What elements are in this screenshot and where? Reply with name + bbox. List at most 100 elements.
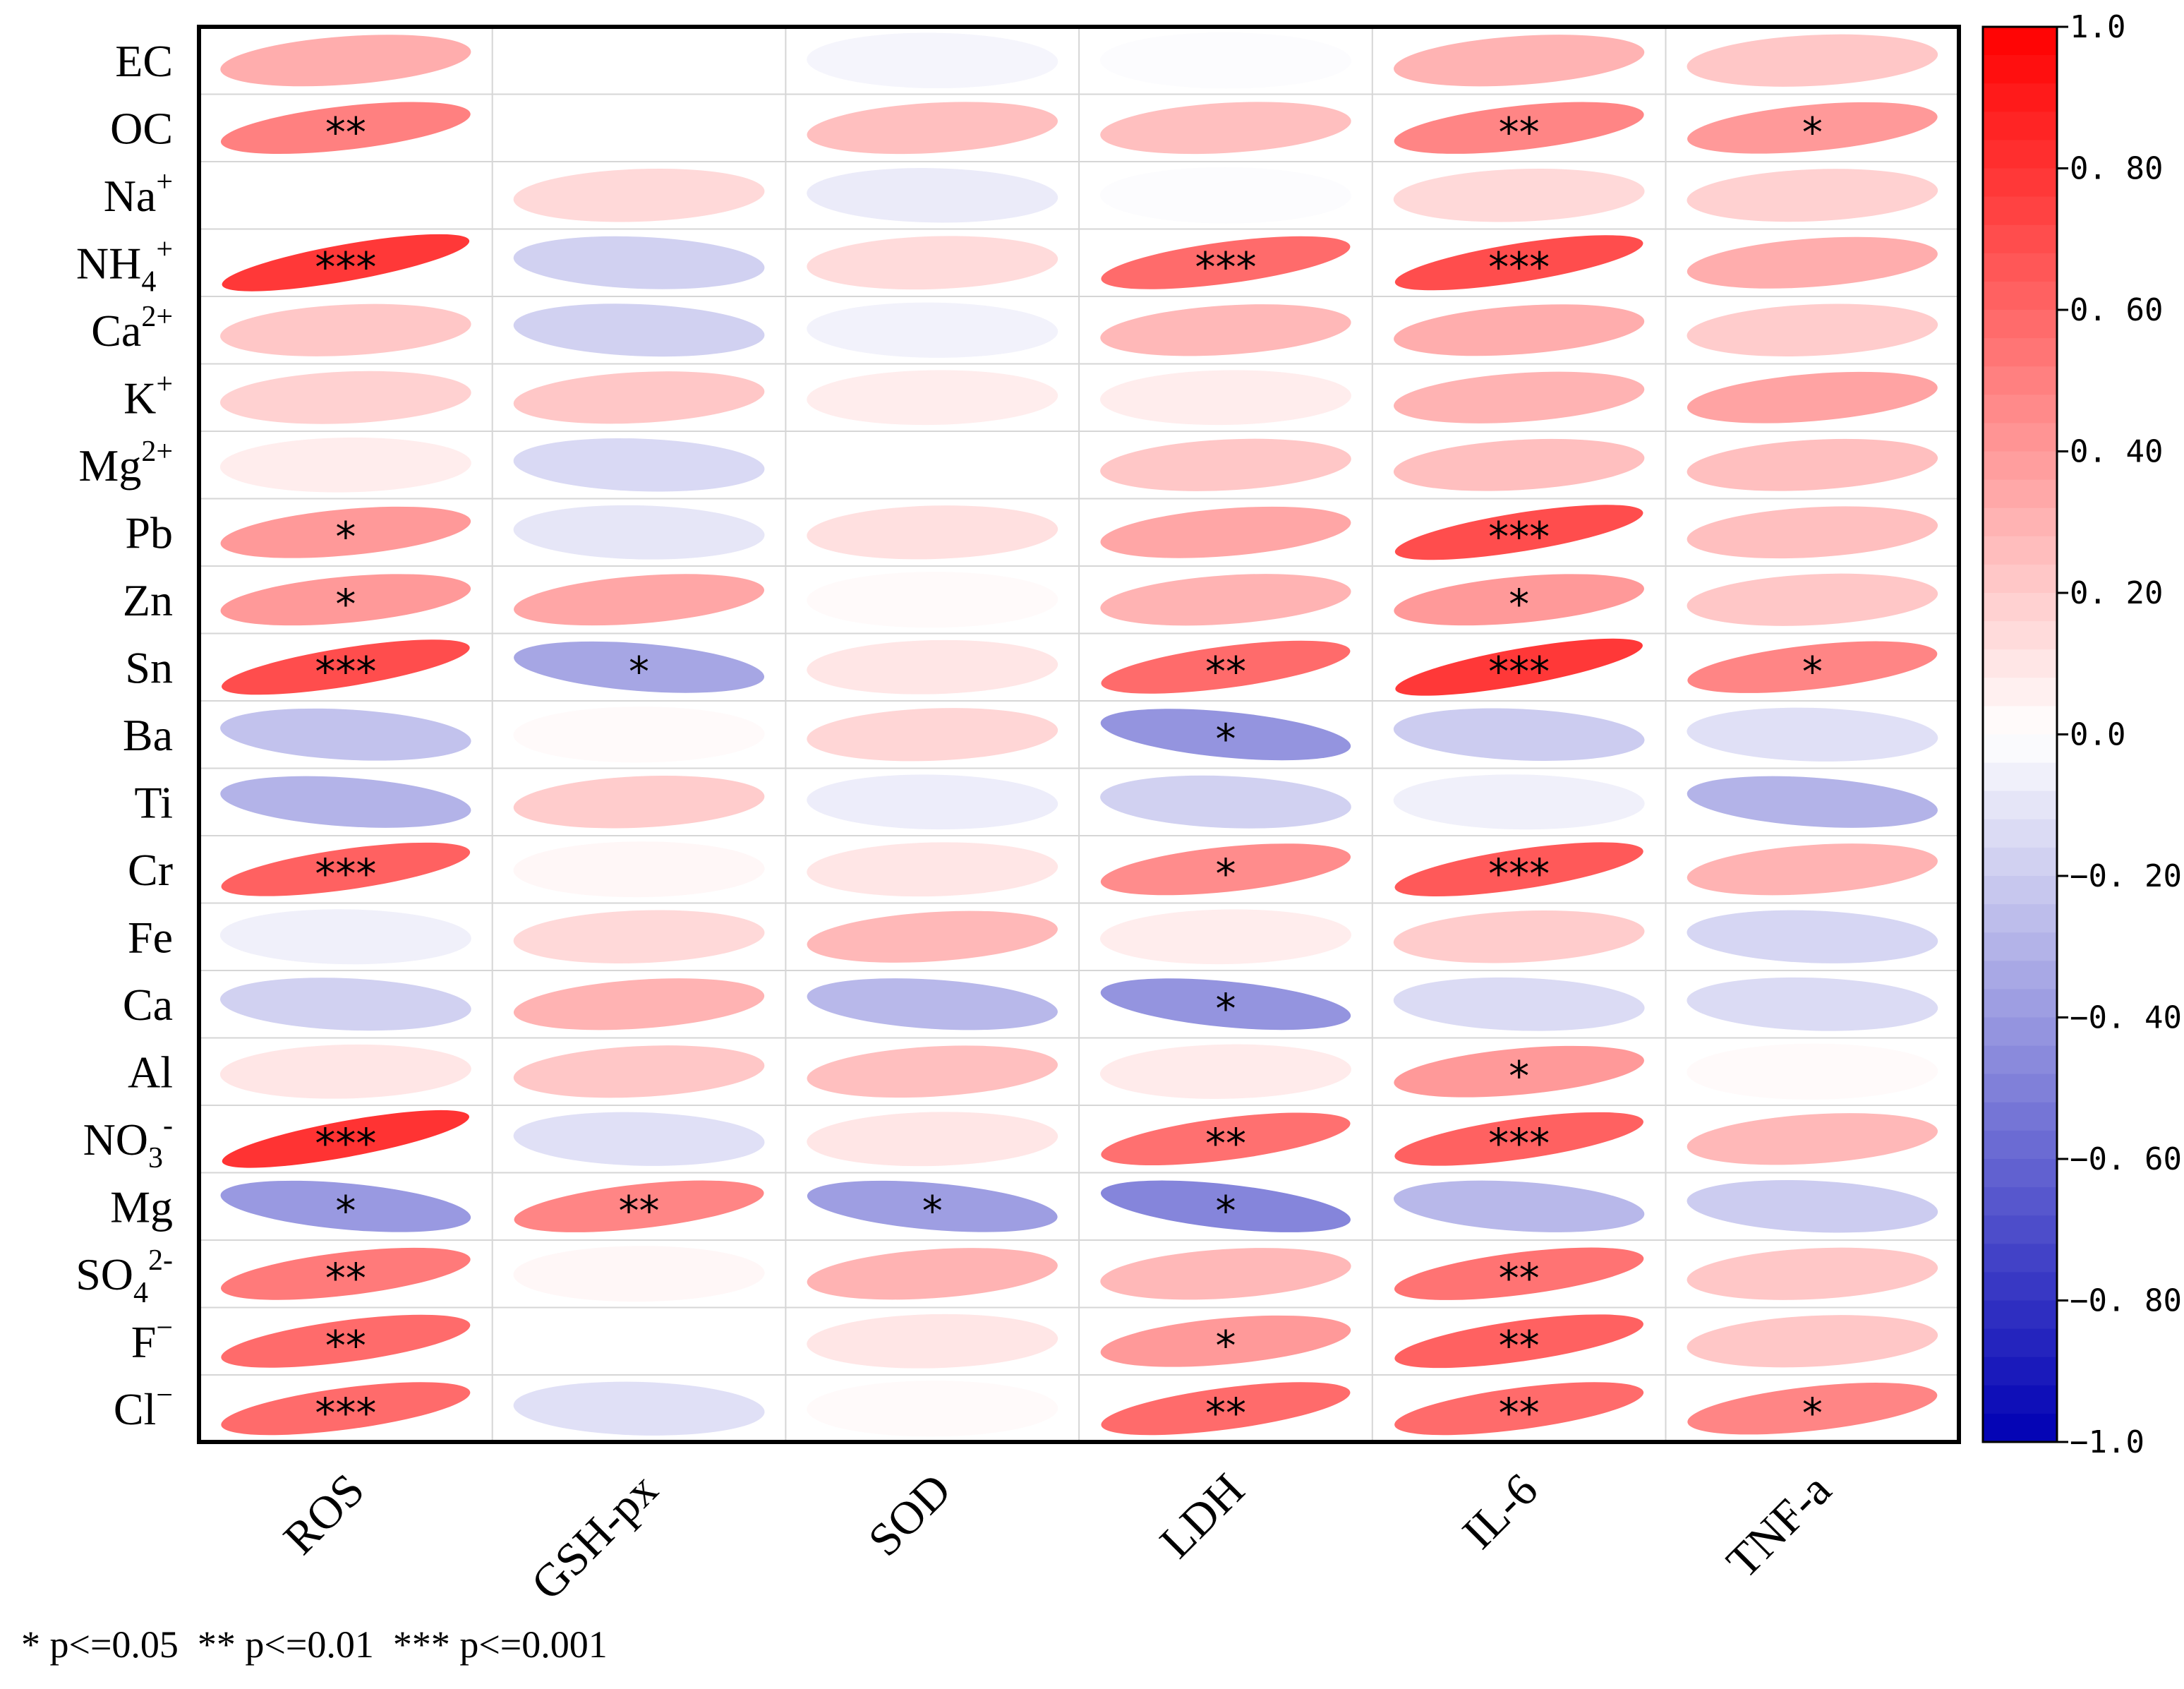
colorbar-step [1983, 140, 2057, 169]
correlation-ellipse [1687, 1383, 1938, 1435]
correlation-ellipse [1687, 641, 1938, 693]
correlation-ellipse [513, 1381, 765, 1436]
correlation-ellipse [513, 1045, 765, 1098]
significance-mark: *** [1488, 243, 1550, 291]
significance-mark: *** [315, 1119, 376, 1167]
correlation-ellipse [1100, 1180, 1351, 1232]
correlation-ellipse [1687, 776, 1938, 828]
correlation-ellipse [221, 1247, 471, 1300]
colorbar-step [1983, 338, 2057, 368]
significance-note: * p<=0.05 ** p<=0.01 *** p<=0.001 [21, 1623, 608, 1666]
colorbar-step [1983, 1300, 2057, 1330]
significance-mark: * [335, 1186, 356, 1234]
correlation-ellipse [513, 32, 765, 89]
correlation-ellipse [1099, 32, 1351, 89]
correlation-ellipse [222, 234, 470, 291]
colorbar-tick-label: −0. 20 [2070, 858, 2182, 894]
colorbar-step [1983, 55, 2057, 85]
correlation-ellipse [1687, 843, 1938, 896]
correlation-ellipse [1687, 236, 1938, 289]
colorbar-tick-label: 0. 40 [2070, 434, 2163, 470]
row-label: Sn [125, 642, 173, 692]
significance-mark: ** [1499, 1254, 1540, 1302]
row-label: Mg2+ [78, 435, 173, 491]
colorbar-step [1983, 451, 2057, 481]
row-labels: EC OC Na+ NH4+Ca2+ K+ Mg2+ Pb Zn Sn Ba Ti Cr Fe Ca Al N… [76, 36, 173, 1434]
correlation-ellipse [220, 35, 471, 87]
colorbar-step [1983, 847, 2057, 877]
significance-mark: * [1215, 715, 1236, 763]
row-label: Al [128, 1047, 173, 1097]
correlation-ellipse [1100, 438, 1351, 491]
correlation-ellipse [513, 303, 765, 357]
colorbar-step [1983, 1385, 2057, 1414]
colorbar-step [1983, 224, 2057, 254]
correlation-ellipse [1099, 1044, 1351, 1099]
correlation-ellipse [1394, 304, 1645, 356]
colorbar-step [1983, 1130, 2057, 1160]
correlation-ellipse [1394, 505, 1643, 560]
column-labels: ROS GSH-px SOD LDH IL-6 TNF-a [274, 1464, 1841, 1610]
colorbar: 1.0 0. 80 0. 60 0. 40 0. 20 0.0 −0. 20 −0. 40 −0… [1981, 9, 2182, 1460]
row-label: EC [115, 36, 173, 86]
correlation-ellipse [1687, 169, 1938, 222]
correlation-ellipse [807, 1180, 1058, 1232]
correlation-ellipse [222, 639, 470, 695]
significance-mark: *** [1488, 512, 1550, 560]
correlation-ellipse [1100, 506, 1351, 558]
colorbar-step [1983, 1074, 2057, 1103]
row-label: K+ [123, 368, 173, 423]
correlation-ellipse [513, 1246, 765, 1302]
correlation-ellipse [1687, 371, 1938, 423]
significance-mark: ** [1499, 1321, 1540, 1369]
correlation-ellipse [1099, 909, 1351, 965]
correlation-ellipse [1393, 708, 1645, 762]
correlation-ellipse [220, 708, 471, 761]
significance-mark: *** [1488, 850, 1550, 898]
row-label: Ca [123, 980, 173, 1030]
significance-mark: * [1215, 1186, 1236, 1234]
row-label: NO3- [83, 1110, 173, 1174]
colorbar-step [1983, 593, 2057, 623]
colorbar-step [1983, 196, 2057, 226]
correlation-ellipse [220, 102, 471, 155]
colorbar-tick-label: −0. 60 [2070, 1141, 2182, 1177]
row-label: Fe [128, 912, 173, 962]
correlation-ellipse [807, 32, 1058, 89]
row-label: Cl− [114, 1379, 173, 1434]
column-label: LDH [1150, 1464, 1255, 1568]
colorbar-step [1983, 734, 2057, 764]
correlation-ellipse [513, 438, 765, 492]
colorbar-step [1983, 1045, 2057, 1075]
correlation-ellipse [807, 1112, 1058, 1167]
correlation-ellipse [1101, 1112, 1351, 1166]
significance-mark: *** [1488, 647, 1550, 695]
correlation-ellipse [1394, 371, 1645, 423]
correlation-ellipse [1687, 573, 1938, 626]
row-label: Ba [123, 710, 173, 760]
correlation-ellipse [1394, 1045, 1644, 1098]
correlation-ellipse [1100, 709, 1351, 761]
correlation-ellipse [219, 437, 471, 493]
correlation-ellipse [807, 1314, 1058, 1369]
correlation-ellipse [513, 168, 765, 222]
colorbar-step [1983, 1215, 2057, 1245]
correlation-ellipse [513, 707, 765, 763]
ellipse-cells: ** ** **** *** **** **** **** * ** *** ***** * *****… [219, 32, 1938, 1437]
significance-mark: ** [1205, 1389, 1246, 1437]
colorbar-step [1983, 536, 2057, 565]
colorbar-step [1983, 423, 2057, 452]
column-label: IL-6 [1453, 1464, 1548, 1559]
colorbar-tick-label: 1.0 [2070, 9, 2125, 45]
significance-mark: *** [315, 850, 376, 898]
colorbar-step [1983, 112, 2057, 141]
correlation-ellipse [1393, 168, 1645, 222]
correlation-ellipse [1394, 1382, 1644, 1436]
colorbar-step [1983, 1159, 2057, 1189]
significance-mark: * [335, 512, 356, 560]
correlation-ellipse [219, 371, 471, 424]
correlation-ellipse [1687, 506, 1938, 559]
colorbar-step [1983, 706, 2057, 735]
correlation-ellipse [221, 1382, 471, 1436]
